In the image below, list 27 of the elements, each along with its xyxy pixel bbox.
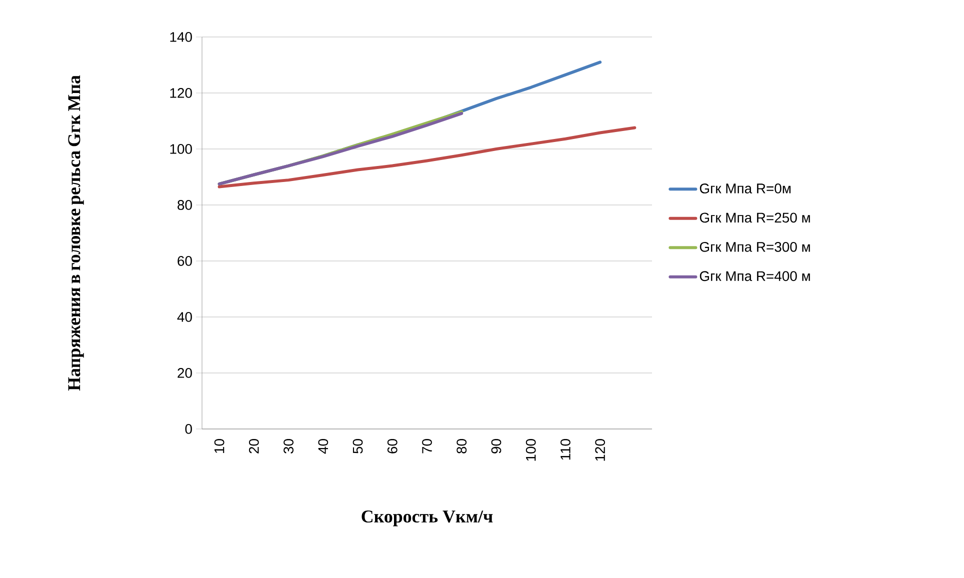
x-tick-label: 30	[284, 439, 294, 454]
x-tick-label: 80	[456, 439, 467, 454]
x-tick-label: 20	[248, 439, 259, 454]
y-tick-label: 140	[170, 32, 192, 42]
legend-label: Gгк Мпа R=250 м	[700, 212, 810, 223]
x-tick-label: 100	[526, 439, 536, 461]
legend-label: Gгк Мпа R=300 м	[700, 242, 810, 252]
y-tick-label: 100	[170, 144, 192, 154]
x-tick-label: 120	[595, 439, 606, 461]
y-tick-label: 80	[178, 200, 192, 210]
line-series	[218, 126, 636, 188]
legend-label: Gгк Мпа R=0м	[700, 184, 791, 194]
x-tick-label: 110	[560, 439, 570, 460]
y-tick-label: 0	[185, 424, 192, 434]
x-tick-label: 60	[387, 439, 398, 454]
x-tick-label: 90	[491, 439, 502, 454]
y-axis-title: Напряжения в головке рельса Gгк Мпа	[68, 75, 84, 391]
legend-label: Gгк Мпа R=400 м	[700, 271, 810, 282]
x-tick-label: 40	[318, 439, 328, 454]
y-tick-label: 120	[170, 88, 192, 98]
x-axis-title: Скорость Vкм/ч	[362, 510, 493, 526]
x-tick-label: 10	[214, 439, 224, 453]
y-tick-label: 60	[178, 256, 192, 266]
x-tick-label: 50	[352, 439, 363, 454]
y-tick-label: 40	[177, 312, 192, 322]
x-tick-label: 70	[422, 439, 432, 454]
y-tick-label: 20	[178, 368, 192, 378]
